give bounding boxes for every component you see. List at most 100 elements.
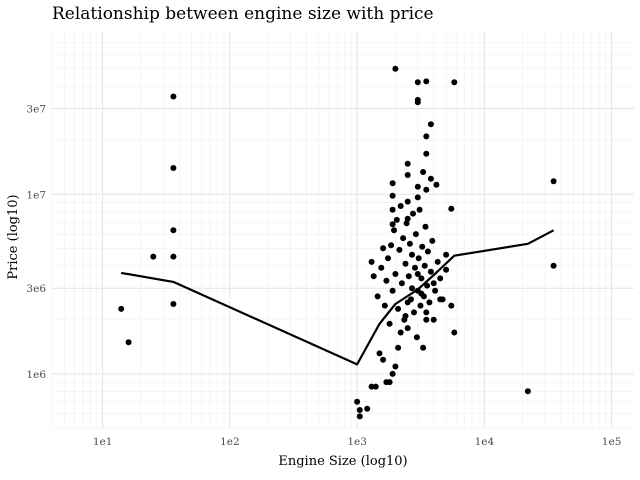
data-point: [388, 242, 395, 249]
data-point: [389, 206, 396, 213]
x-axis-title: Engine Size (log10): [278, 454, 407, 469]
data-point: [386, 320, 393, 327]
data-point: [443, 266, 450, 273]
chart-title: Relationship between engine size with pr…: [52, 4, 434, 24]
data-point: [356, 413, 363, 420]
data-point: [434, 258, 441, 265]
trend-line: [121, 229, 555, 366]
data-point: [423, 316, 430, 323]
data-point: [170, 165, 177, 171]
data-point: [408, 296, 414, 303]
data-point: [418, 275, 425, 282]
data-points-layer: [118, 65, 557, 420]
y-tick-label: 3e7: [26, 104, 46, 116]
data-point: [414, 99, 421, 106]
data-point: [406, 240, 413, 247]
data-point: [376, 350, 383, 357]
data-point: [448, 205, 455, 212]
data-point: [409, 251, 415, 258]
data-point: [404, 160, 411, 167]
data-point: [524, 388, 531, 395]
data-point: [420, 293, 427, 300]
data-point: [423, 309, 430, 316]
data-point: [427, 268, 434, 275]
data-point: [414, 271, 421, 277]
data-point: [368, 258, 375, 265]
data-point: [430, 280, 437, 287]
data-point: [395, 305, 402, 312]
data-point: [550, 262, 557, 269]
data-point: [386, 379, 393, 386]
trend-line-layer: [121, 229, 555, 366]
data-point: [430, 316, 437, 323]
data-point: [429, 237, 436, 244]
data-point: [170, 227, 177, 234]
data-point: [389, 180, 396, 187]
data-point: [412, 231, 419, 238]
data-point: [398, 280, 405, 287]
data-point: [392, 271, 399, 277]
data-point: [423, 133, 430, 140]
data-point: [356, 407, 363, 413]
data-point: [380, 245, 387, 252]
data-point: [424, 282, 431, 289]
data-point: [422, 223, 429, 230]
data-point: [170, 93, 177, 100]
data-point: [414, 194, 421, 201]
data-point: [170, 253, 177, 260]
data-point: [380, 356, 387, 363]
data-point: [420, 344, 427, 351]
data-point: [389, 192, 396, 199]
data-point: [426, 299, 433, 306]
data-point: [368, 383, 375, 390]
x-tick-label: 1e3: [347, 436, 367, 448]
data-point: [550, 178, 557, 185]
data-point: [427, 175, 434, 182]
data-point: [396, 246, 403, 253]
data-point: [420, 169, 427, 175]
data-point: [383, 277, 390, 284]
data-point: [374, 293, 381, 300]
data-point: [411, 309, 417, 316]
data-point: [415, 255, 422, 262]
data-point: [170, 301, 177, 307]
y-tick-label: 1e6: [26, 369, 46, 381]
data-point: [389, 287, 396, 294]
data-point: [364, 405, 371, 412]
data-point: [410, 210, 416, 217]
data-point: [392, 363, 399, 370]
data-point: [437, 275, 444, 282]
data-point: [433, 181, 440, 188]
data-point: [385, 255, 391, 262]
data-point: [451, 79, 458, 86]
data-point: [423, 78, 430, 85]
major-gridlines: [52, 32, 634, 428]
data-point: [391, 227, 397, 234]
data-point: [412, 264, 418, 271]
x-tick-label: 1e1: [93, 436, 113, 448]
data-point: [405, 273, 412, 280]
data-point: [404, 172, 411, 178]
minor-gridlines: [51, 31, 634, 429]
x-tick-label: 1e4: [475, 436, 495, 448]
data-point: [448, 302, 455, 309]
data-point: [395, 344, 402, 351]
data-point: [125, 339, 132, 346]
data-point: [404, 325, 411, 332]
data-point: [414, 287, 421, 294]
x-axis-ticks: 1e1 1e2 1e3 1e4 1e5: [93, 436, 622, 448]
x-tick-label: 1e5: [602, 436, 622, 448]
data-point: [381, 302, 388, 309]
data-point: [150, 253, 157, 260]
y-tick-label: 3e6: [26, 283, 46, 295]
data-point: [414, 183, 421, 190]
data-point: [423, 186, 430, 193]
data-point: [372, 383, 379, 390]
data-point: [402, 260, 409, 267]
data-point: [392, 65, 399, 72]
data-point: [404, 215, 411, 222]
y-axis-ticks: 1e6 3e6 1e7 3e7: [26, 104, 46, 381]
data-point: [397, 329, 404, 336]
data-point: [404, 198, 411, 205]
